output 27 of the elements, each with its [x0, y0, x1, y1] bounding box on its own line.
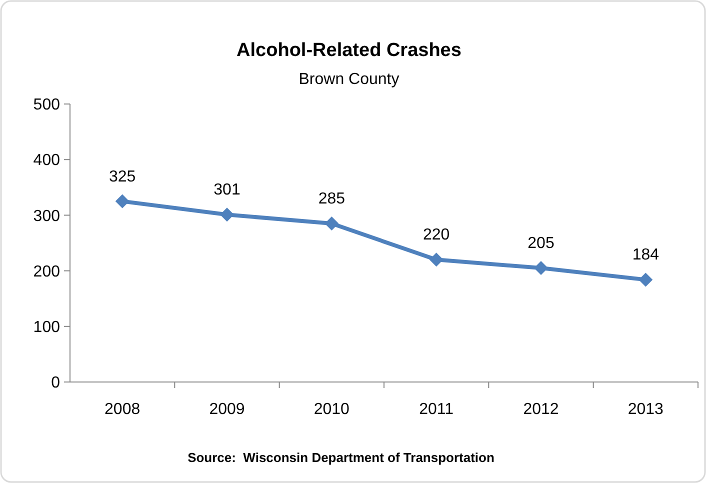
data-label: 285	[318, 190, 346, 208]
y-tick-label: 100	[33, 319, 60, 336]
x-tick-label: 2012	[523, 401, 559, 418]
chart-title: Alcohol-Related Crashes	[236, 40, 462, 61]
x-tick-label: 2009	[209, 401, 245, 418]
point	[324, 216, 339, 231]
point	[534, 261, 548, 276]
y-tick-label: 500	[33, 96, 60, 114]
data-label: 205	[528, 235, 554, 252]
x-tick-label: 2010	[314, 401, 350, 418]
point	[638, 272, 653, 287]
data-label: 220	[422, 226, 450, 244]
y-tick-label: 200	[33, 263, 60, 280]
x-tick-label: 2011	[419, 401, 454, 418]
data-label: 301	[214, 182, 240, 199]
y-tick-label: 0	[51, 374, 60, 392]
source-note: Source: Wisconsin Department of Transportation	[188, 450, 494, 465]
data-label: 184	[632, 246, 660, 264]
point	[115, 194, 130, 208]
point	[220, 208, 234, 222]
y-tick-label: 300	[33, 208, 60, 225]
x-tick-label: 2008	[104, 401, 140, 418]
chart-subtitle: Brown County	[298, 71, 400, 88]
point	[429, 252, 444, 267]
x-tick-label: 2013	[628, 401, 664, 418]
y-tick-label: 400	[33, 152, 60, 170]
data-label: 325	[108, 168, 136, 186]
